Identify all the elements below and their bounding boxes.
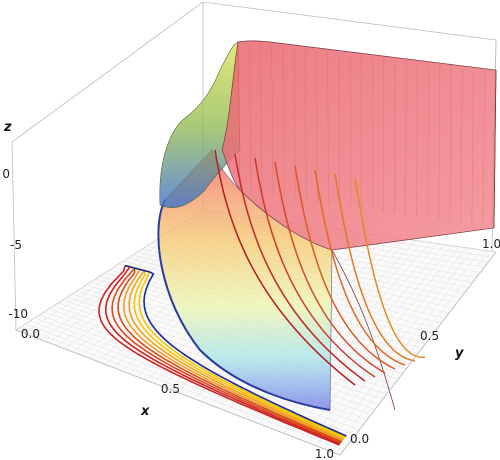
surface-contour-curve	[254, 157, 376, 378]
x-axis-ticks: 0.0 0.5 1.0	[21, 327, 334, 460]
bounding-box-front	[15, 251, 497, 456]
plateau-mesh-line	[249, 43, 252, 192]
surface-contour-curve	[294, 165, 396, 370]
surface-contour-curves	[214, 149, 426, 386]
plateau-mesh-line	[471, 67, 474, 225]
plateau-mesh-line	[293, 48, 296, 199]
floor-contour-curves	[98, 264, 347, 446]
floor-mesh-line	[331, 250, 489, 452]
x-tick-label-0: 0.0	[21, 327, 40, 341]
floor-contour-curve	[124, 264, 347, 437]
surface-contour-curve	[334, 173, 416, 362]
z-axis-label: z	[3, 120, 12, 135]
floor-contour-curve	[124, 264, 345, 439]
surface-contour-curve	[214, 149, 356, 386]
x-axis-label: x	[140, 404, 150, 419]
plateau-mesh-line	[449, 65, 452, 222]
z-tick-label-1: -5	[10, 238, 22, 252]
plateau-mesh-line	[438, 63, 441, 220]
plateau-mesh-line	[271, 45, 274, 195]
plateau-mesh-line	[427, 62, 429, 219]
floor-contour-curve	[98, 265, 340, 446]
surface-contour-curve	[314, 169, 406, 366]
floor-contour-curve	[111, 264, 342, 444]
floor-contour-curve	[117, 264, 343, 443]
surface-plateau	[221, 40, 497, 411]
plateau-mesh-line	[416, 61, 418, 217]
z-axis-ticks: 0 -5 -10	[2, 167, 28, 321]
surface-front-wall	[157, 149, 333, 411]
z-tick-label-0: 0	[2, 167, 10, 181]
plateau-mesh-line	[305, 49, 307, 200]
y-axis-ticks: 0.0 0.5 1.0	[350, 237, 500, 446]
z-tick-label-2: -10	[8, 307, 28, 321]
floor-contour-curve	[104, 264, 341, 445]
surface-contour-curve	[274, 161, 386, 374]
surface-left-sheet	[159, 41, 241, 209]
plateau-mesh-line	[260, 44, 263, 194]
plateau-mesh-line	[282, 46, 285, 197]
floor-mesh-line	[315, 248, 475, 446]
plateau-mesh-line	[237, 41, 241, 191]
plateau-mesh-line	[460, 66, 463, 224]
x-tick-label-2: 1.0	[315, 447, 334, 460]
floor-contour-curve	[124, 264, 345, 441]
floor-contour-curve	[124, 264, 346, 438]
surface-contour-curve	[234, 153, 366, 382]
plateau-mesh-line	[405, 60, 407, 215]
y-tick-label-0: 0.0	[350, 432, 369, 446]
plateau-mesh-line	[482, 68, 485, 227]
x-tick-label-1: 0.5	[161, 382, 180, 396]
floor-mesh-line	[307, 247, 467, 443]
surface-contour-curve	[354, 177, 426, 358]
plateau-mesh-line	[327, 51, 329, 204]
y-tick-label-1: 0.5	[420, 329, 439, 343]
y-tick-label-2: 1.0	[482, 237, 500, 251]
plateau-mesh-line	[316, 50, 318, 202]
floor-contour-curve	[122, 264, 344, 442]
y-axis-label: y	[455, 346, 464, 361]
floor-mesh-line	[323, 249, 482, 449]
